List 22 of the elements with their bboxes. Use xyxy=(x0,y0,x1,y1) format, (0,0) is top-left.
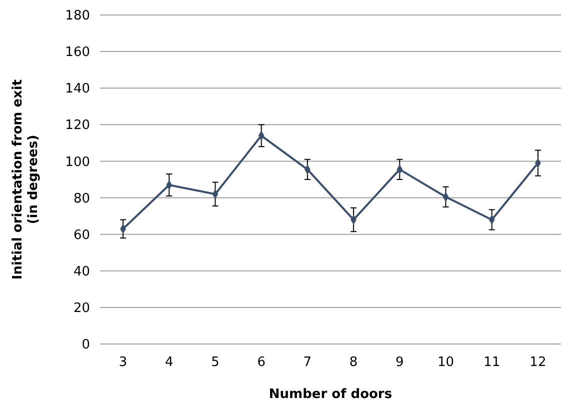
y-tick-label: 60 xyxy=(73,228,90,243)
y-tick-label: 140 xyxy=(65,82,90,97)
x-tick-label: 12 xyxy=(530,355,546,370)
x-tick-label: 6 xyxy=(257,355,266,370)
y-tick-label: 0 xyxy=(82,338,90,353)
y-tick-label: 40 xyxy=(73,264,90,280)
y-tick-label: 180 xyxy=(65,8,90,24)
x-tick-label: 4 xyxy=(165,355,174,370)
x-tick-label: 5 xyxy=(211,355,220,370)
x-axis-title: Number of doors xyxy=(268,387,392,402)
x-tick-label: 10 xyxy=(437,355,454,370)
y-tick-label: 120 xyxy=(65,118,90,134)
x-tick-label: 7 xyxy=(303,355,312,370)
y-tick-label: 100 xyxy=(65,154,90,170)
y-tick-label: 80 xyxy=(73,191,90,206)
y-tick-label: 20 xyxy=(73,300,90,316)
x-tick-label: 8 xyxy=(349,355,358,370)
y-axis-title: Initial orientation from exit (in degrees) xyxy=(10,79,41,280)
x-tick-label: 11 xyxy=(484,355,500,370)
x-tick-label: 3 xyxy=(118,355,128,370)
x-tick-label: 9 xyxy=(396,355,404,370)
y-tick-label: 160 xyxy=(65,45,90,60)
